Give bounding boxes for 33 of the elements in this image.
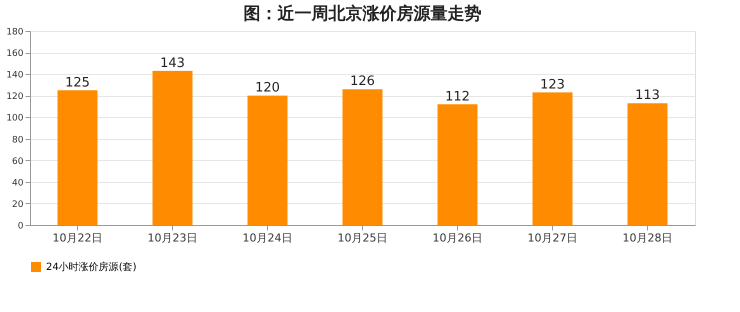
x-tick-label: 10月26日 [432, 232, 482, 244]
data-label: 143 [160, 56, 185, 71]
x-tick-label: 10月27日 [528, 232, 578, 244]
x-tick-label: 10月23日 [148, 232, 198, 244]
y-tick-label: 60 [12, 156, 24, 167]
bar [342, 89, 382, 225]
chart-title: 图：近一周北京涨价房源量走势 [244, 4, 482, 24]
y-tick-label: 160 [6, 49, 24, 60]
data-label: 125 [65, 75, 90, 90]
x-tick-label: 10月25日 [338, 232, 388, 244]
x-tick-label: 10月24日 [242, 232, 292, 244]
data-label: 120 [255, 80, 280, 96]
bar [152, 70, 192, 225]
y-tick-label: 0 [18, 222, 24, 232]
bar [58, 90, 98, 225]
x-tick-label: 10月28日 [622, 232, 672, 244]
y-tick-label: 80 [12, 135, 24, 146]
y-tick-label: 120 [6, 92, 24, 102]
bar [628, 103, 668, 225]
data-label: 126 [350, 74, 375, 90]
y-tick-label: 40 [12, 178, 24, 188]
y-tick-label: 180 [6, 28, 24, 38]
data-label: 112 [445, 89, 470, 104]
y-tick-label: 20 [12, 200, 24, 210]
y-tick-label: 140 [6, 70, 24, 81]
legend-label: 24小时涨价房源(套) [46, 261, 137, 273]
y-tick-label: 100 [6, 114, 24, 124]
x-tick-label: 10月22日 [52, 232, 102, 244]
bar [248, 96, 288, 225]
data-label: 113 [635, 88, 660, 104]
bar [532, 92, 572, 225]
data-label: 123 [540, 77, 565, 92]
bar [438, 104, 478, 225]
